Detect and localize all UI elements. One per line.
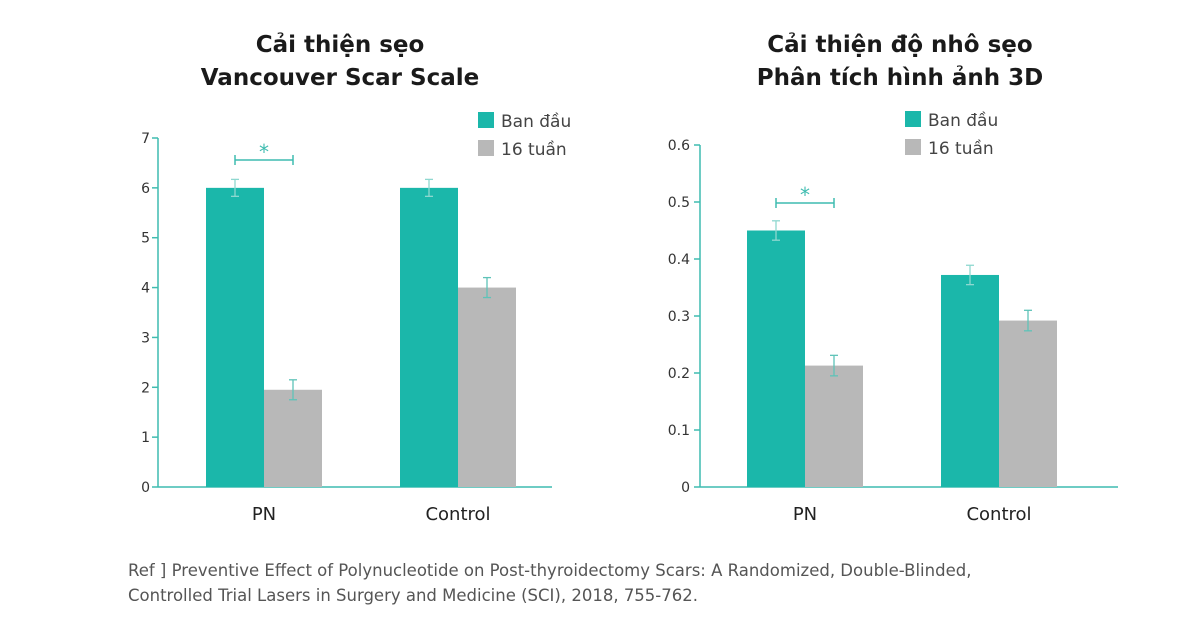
chart1-vancouver-scar-scale: 0 1 2 3 4 5 6 7 PN Control * Ban đầu 16 tuần: [141, 111, 571, 525]
y-tick-label: 0.5: [668, 195, 690, 211]
chart2-title-line2: Phân tích hình ảnh 3D: [756, 65, 1044, 91]
reference-line-1: Ref ] Preventive Effect of Polynucleotid…: [128, 561, 972, 580]
significance-star: *: [800, 183, 810, 207]
y-tick-label: 1: [141, 430, 150, 446]
bar-pn-series-1: [805, 365, 863, 487]
y-tick-label: 0: [141, 480, 150, 496]
category-label-pn: PN: [252, 504, 276, 525]
y-tick-label: 0.4: [668, 252, 690, 268]
legend-swatch-1: [905, 139, 921, 155]
reference-line-2: Controlled Trial Lasers in Surgery and M…: [128, 586, 698, 605]
chart2-scar-elevation-3d: 0 0.1 0.2 0.3 0.4 0.5 0.6 PN Control * Ban đầu 16 t…: [668, 110, 1118, 525]
chart1-title-line2: Vancouver Scar Scale: [200, 65, 480, 91]
y-tick-label: 4: [141, 281, 150, 297]
y-tick-label: 3: [141, 330, 150, 346]
bar-pn-series-1: [264, 389, 322, 487]
bar-pn-series-0: [206, 187, 264, 487]
y-tick-label: 5: [141, 231, 150, 247]
category-label-control: Control: [966, 504, 1031, 525]
y-tick-label: 0.2: [668, 366, 690, 382]
legend-swatch-1: [478, 140, 494, 156]
chart1-title-line1: Cải thiện sẹo: [255, 32, 425, 58]
category-label-control: Control: [425, 504, 490, 525]
y-tick-label: 0.1: [668, 423, 690, 439]
chart2-title-line1: Cải thiện độ nhô sẹo: [767, 32, 1033, 58]
bar-pn-series-0: [747, 230, 805, 487]
chart2-title: Cải thiện độ nhô sẹo Phân tích hình ảnh …: [735, 29, 1065, 95]
chart1-title: Cải thiện sẹo Vancouver Scar Scale: [185, 29, 495, 95]
bar-control-series-1: [458, 287, 516, 487]
legend-label-0: Ban đầu: [928, 110, 998, 131]
bar-control-series-0: [400, 187, 458, 487]
legend-label-1: 16 tuần: [928, 138, 994, 159]
category-label-pn: PN: [793, 504, 817, 525]
legend-swatch-0: [478, 112, 494, 128]
legend-label-0: Ban đầu: [501, 111, 571, 132]
y-tick-label: 0.6: [668, 138, 690, 154]
bar-control-series-1: [999, 320, 1057, 487]
y-tick-label: 0.3: [668, 309, 690, 325]
y-tick-label: 0: [681, 480, 690, 496]
legend-swatch-0: [905, 111, 921, 127]
significance-star: *: [259, 140, 269, 164]
bar-control-series-0: [941, 274, 999, 487]
y-tick-label: 6: [141, 181, 150, 197]
y-tick-label: 7: [141, 131, 150, 147]
y-tick-label: 2: [141, 380, 150, 396]
reference-citation: Ref ] Preventive Effect of Polynucleotid…: [128, 558, 971, 608]
legend-label-1: 16 tuần: [501, 139, 567, 160]
